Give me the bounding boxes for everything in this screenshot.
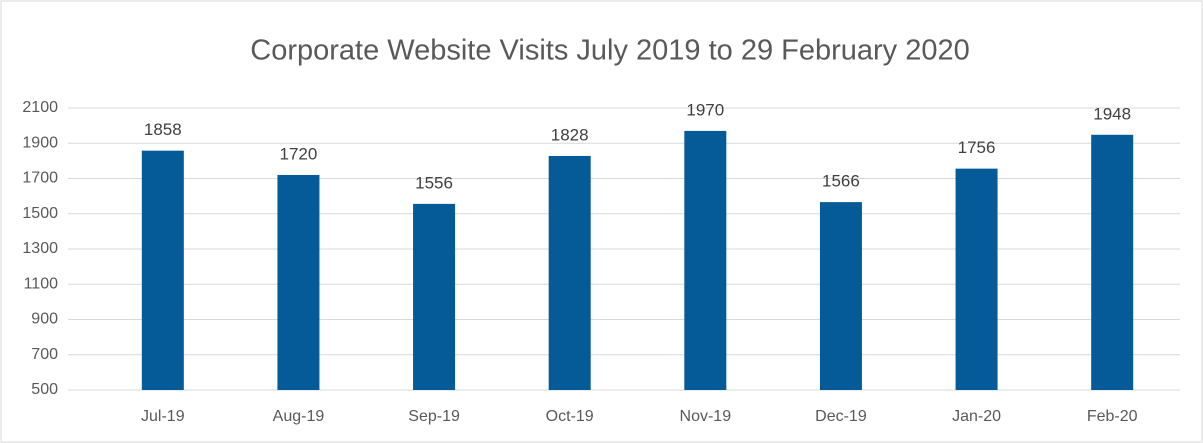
value-label: 1556 bbox=[415, 173, 453, 192]
value-label: 1756 bbox=[958, 138, 996, 157]
y-tick-label: 2100 bbox=[22, 99, 58, 116]
x-tick-label: Feb-20 bbox=[1087, 408, 1138, 425]
bar bbox=[277, 174, 320, 390]
value-label: 1948 bbox=[1093, 104, 1131, 123]
bar bbox=[819, 202, 862, 390]
x-tick-label: Dec-19 bbox=[815, 408, 867, 425]
bar bbox=[684, 130, 727, 390]
y-tick-label: 1100 bbox=[24, 275, 59, 292]
bar bbox=[1091, 134, 1134, 390]
y-tick-label: 1900 bbox=[22, 134, 58, 151]
value-label: 1858 bbox=[144, 120, 182, 139]
x-tick-label: Jan-20 bbox=[952, 408, 1001, 425]
x-tick-label: Sep-19 bbox=[408, 408, 460, 425]
x-tick-label: Oct-19 bbox=[546, 408, 594, 425]
y-tick-label: 1500 bbox=[22, 205, 58, 222]
y-tick-label: 700 bbox=[31, 346, 58, 363]
x-tick-label: Jul-19 bbox=[141, 408, 185, 425]
y-tick-label: 1700 bbox=[22, 170, 58, 187]
y-tick-label: 500 bbox=[31, 381, 58, 398]
value-label: 1828 bbox=[551, 125, 589, 144]
value-label: 1970 bbox=[686, 100, 724, 119]
bar bbox=[548, 155, 591, 390]
bar bbox=[955, 168, 998, 390]
x-tick-label: Nov-19 bbox=[680, 408, 732, 425]
x-tick-label: Aug-19 bbox=[273, 408, 325, 425]
value-label: 1720 bbox=[280, 144, 318, 163]
value-label: 1566 bbox=[822, 172, 860, 191]
y-tick-label: 900 bbox=[31, 311, 58, 328]
y-tick-label: 1300 bbox=[22, 240, 58, 257]
bar bbox=[141, 150, 184, 390]
bar bbox=[413, 203, 456, 390]
chart-title: Corporate Website Visits July 2019 to 29… bbox=[250, 35, 970, 67]
